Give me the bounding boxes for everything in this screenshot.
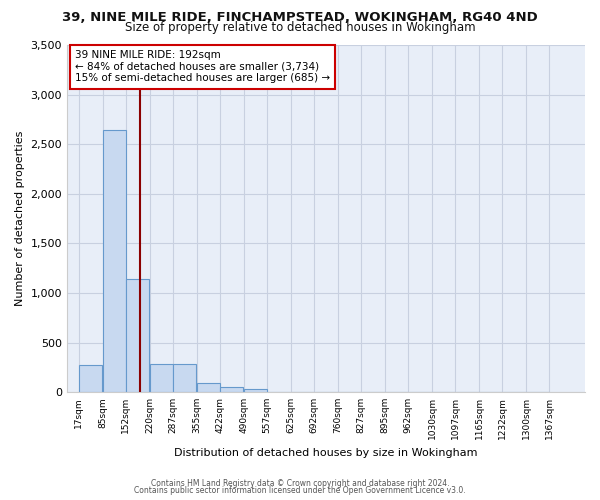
Text: 39 NINE MILE RIDE: 192sqm
← 84% of detached houses are smaller (3,734)
15% of se: 39 NINE MILE RIDE: 192sqm ← 84% of detac… [75,50,330,84]
Bar [197,384,220,392]
Text: Contains public sector information licensed under the Open Government Licence v3: Contains public sector information licen… [134,486,466,495]
Bar [103,130,126,392]
X-axis label: Distribution of detached houses by size in Wokingham: Distribution of detached houses by size … [174,448,478,458]
Bar [220,386,244,392]
Text: Size of property relative to detached houses in Wokingham: Size of property relative to detached ho… [125,21,475,34]
Bar [244,389,267,392]
Bar [150,364,173,392]
Bar [173,364,196,392]
Bar [127,279,149,392]
Text: Contains HM Land Registry data © Crown copyright and database right 2024.: Contains HM Land Registry data © Crown c… [151,478,449,488]
Y-axis label: Number of detached properties: Number of detached properties [15,131,25,306]
Bar [79,366,102,392]
Text: 39, NINE MILE RIDE, FINCHAMPSTEAD, WOKINGHAM, RG40 4ND: 39, NINE MILE RIDE, FINCHAMPSTEAD, WOKIN… [62,11,538,24]
